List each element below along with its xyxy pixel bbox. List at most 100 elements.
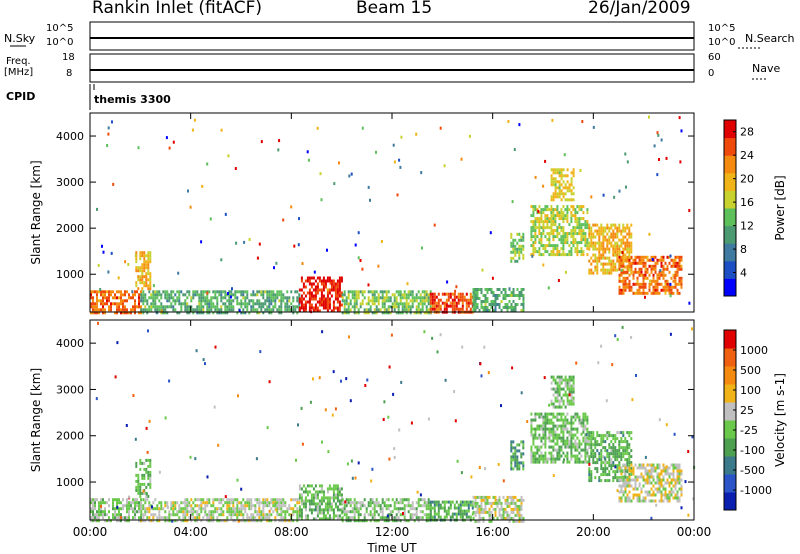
velocity-cell bbox=[588, 437, 591, 441]
velocity-cell bbox=[568, 442, 571, 446]
power-cell bbox=[226, 299, 229, 303]
velocity-cell bbox=[246, 501, 249, 505]
power-cell bbox=[622, 270, 625, 274]
velocity-cell bbox=[401, 501, 404, 505]
power-cell bbox=[108, 308, 110, 312]
velocity-cell bbox=[276, 513, 279, 517]
velocity-cell bbox=[320, 502, 323, 506]
power-cell bbox=[306, 279, 309, 283]
power-cell bbox=[92, 311, 94, 315]
velocity-cell bbox=[662, 469, 665, 473]
power-cell bbox=[610, 232, 613, 236]
power-cell bbox=[472, 288, 475, 291]
power-cell bbox=[628, 244, 631, 248]
power-cell bbox=[644, 270, 647, 274]
velocity-point bbox=[191, 512, 194, 516]
power-cell bbox=[140, 305, 142, 309]
power-cell bbox=[612, 229, 615, 233]
power-cell bbox=[556, 232, 559, 236]
velocity-point bbox=[548, 403, 551, 407]
velocity-cell bbox=[338, 502, 341, 506]
power-cell bbox=[560, 189, 563, 193]
power-point bbox=[273, 266, 275, 270]
power-cell bbox=[340, 279, 343, 283]
velocity-cell bbox=[300, 514, 303, 518]
power-cell bbox=[658, 258, 661, 262]
power-point bbox=[110, 251, 113, 255]
power-cell bbox=[425, 290, 428, 294]
velocity-cell bbox=[570, 384, 573, 388]
power-cell bbox=[650, 291, 653, 295]
power-cell bbox=[152, 290, 155, 294]
velocity-cell bbox=[572, 378, 575, 382]
velocity-cell bbox=[672, 496, 675, 500]
power-cell bbox=[474, 303, 477, 306]
velocity-cell bbox=[620, 437, 623, 441]
velocity-cell bbox=[429, 515, 432, 519]
power-cell bbox=[232, 299, 235, 303]
velocity-cell bbox=[204, 507, 207, 511]
velocity-cell bbox=[182, 516, 185, 520]
velocity-cell bbox=[104, 507, 106, 511]
power-cell bbox=[318, 297, 321, 301]
power-cell bbox=[336, 306, 339, 310]
power-cell bbox=[566, 217, 569, 221]
velocity-cell bbox=[654, 469, 657, 473]
power-cell bbox=[138, 305, 140, 309]
velocity-cell bbox=[198, 513, 201, 517]
power-cell bbox=[266, 299, 269, 303]
velocity-cell bbox=[572, 387, 575, 391]
power-cell bbox=[510, 256, 513, 260]
velocity-cell bbox=[328, 487, 331, 491]
velocity-point bbox=[388, 365, 391, 369]
power-cell bbox=[334, 306, 337, 310]
velocity-cell bbox=[198, 507, 201, 511]
power-cell bbox=[550, 183, 553, 187]
power-cell bbox=[322, 288, 325, 292]
power-cell bbox=[514, 247, 517, 251]
power-cell bbox=[474, 297, 477, 300]
velocity-cell bbox=[296, 519, 299, 523]
velocity-cell bbox=[284, 501, 287, 505]
power-cell bbox=[194, 290, 197, 294]
power-cell bbox=[264, 299, 267, 303]
power-point bbox=[656, 131, 659, 135]
velocity-cell bbox=[258, 504, 261, 508]
power-cell bbox=[258, 305, 261, 309]
power-cell bbox=[122, 308, 124, 312]
power-cell bbox=[141, 275, 144, 279]
velocity-cell bbox=[596, 458, 599, 462]
velocity-cell bbox=[532, 433, 535, 437]
power-cell bbox=[465, 301, 468, 305]
power-cell bbox=[174, 299, 177, 303]
power-cell bbox=[608, 235, 611, 239]
velocity-cell bbox=[626, 481, 629, 485]
power-cell bbox=[636, 276, 639, 280]
velocity-cell bbox=[139, 467, 142, 471]
velocity-cell bbox=[672, 475, 675, 479]
velocity-cell bbox=[421, 498, 424, 502]
power-cell bbox=[200, 296, 203, 300]
velocity-cell bbox=[320, 484, 323, 488]
power-cell bbox=[576, 220, 579, 224]
velocity-point bbox=[393, 455, 396, 459]
power-point bbox=[396, 193, 399, 197]
power-cell bbox=[634, 267, 637, 271]
power-cell bbox=[421, 305, 424, 309]
power-cell bbox=[544, 208, 547, 212]
velocity-cell bbox=[520, 507, 523, 511]
velocity-cell bbox=[447, 512, 450, 516]
velocity-cell bbox=[276, 507, 279, 511]
velocity-cell bbox=[504, 501, 507, 505]
velocity-cell bbox=[451, 512, 454, 516]
power-cell bbox=[415, 299, 418, 303]
power-cell bbox=[266, 290, 269, 294]
velocity-point bbox=[588, 462, 591, 466]
power-cell bbox=[377, 299, 380, 303]
power-cell bbox=[110, 302, 112, 306]
velocity-cell bbox=[266, 498, 269, 502]
power-cell bbox=[310, 291, 313, 295]
power-cell bbox=[648, 264, 651, 268]
power-cell bbox=[433, 295, 436, 299]
velocity-point bbox=[687, 513, 690, 517]
